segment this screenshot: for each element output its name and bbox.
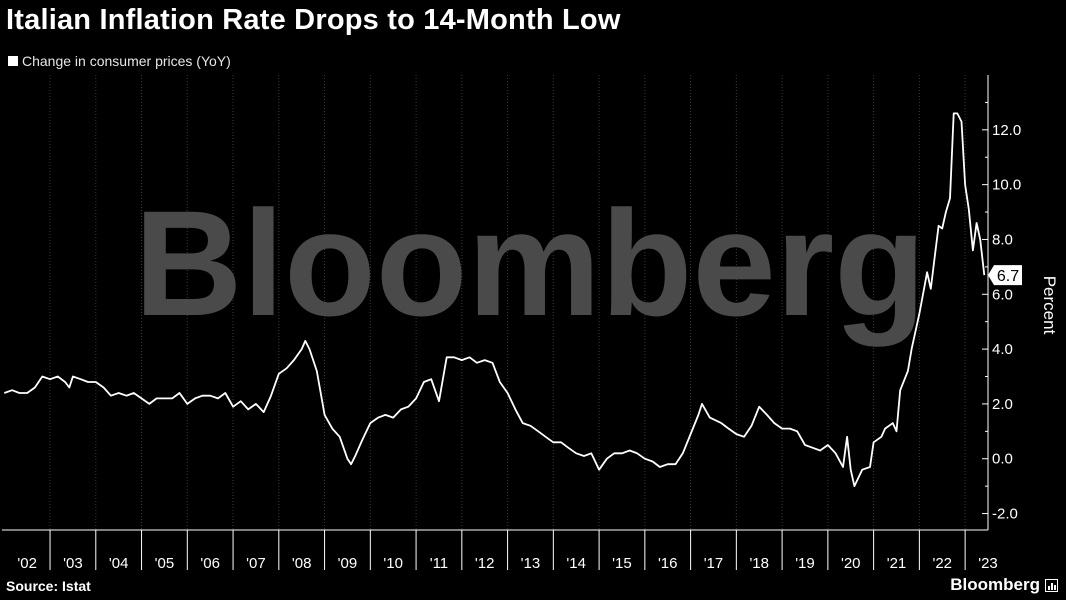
x-tick-label: '13 [521,555,541,572]
y-tick-label: 12.0 [992,122,1021,139]
y-tick-label: 0.0 [992,451,1013,468]
x-tick-label: '14 [566,555,586,572]
y-axis-title: Percent [1040,276,1059,335]
brand-name: Bloomberg [950,575,1040,594]
bloomberg-watermark: Bloomberg [134,179,926,347]
legend-swatch [8,56,18,66]
bloomberg-chart-icon [1045,578,1058,592]
chart-title: Italian Inflation Rate Drops to 14-Month… [6,4,621,36]
y-tick-label: 10.0 [992,177,1021,194]
x-tick-label: '16 [658,555,678,572]
legend-label: Change in consumer prices (YoY) [22,53,231,69]
x-tick-label: '08 [292,555,312,572]
x-tick-label: '11 [430,555,448,572]
last-value-box [988,265,1022,286]
x-tick-label: '02 [17,555,37,572]
last-value-text: 6.7 [997,268,1019,285]
y-tick-label: 6.0 [992,286,1013,303]
axes [2,75,989,570]
y-tick-label: -2.0 [992,506,1018,523]
x-tick-label: '17 [704,555,724,572]
source-note: Source: Istat [6,578,91,594]
x-tick-label: '05 [155,555,175,572]
y-tick-label: 2.0 [992,396,1013,413]
x-tick-label: '06 [200,555,220,572]
y-tick-label: 8.0 [992,231,1013,248]
legend: Change in consumer prices (YoY) [8,53,231,69]
x-tick-label: '22 [932,555,952,572]
x-tick-label: '18 [749,555,769,572]
brand-logo: Bloomberg [950,575,1058,595]
x-tick-label: '20 [841,555,861,572]
x-tick-label: '15 [612,555,632,572]
axis-labels: '02 '03 '04 '05 '06 '07 '08 '09 '10 '11 '12 '13 '14 '… [17,122,1059,572]
x-tick-label: '19 [795,555,815,572]
x-tick-label: '23 [978,555,998,572]
x-tick-label: '09 [338,555,358,572]
x-tick-label: '03 [63,555,83,572]
x-tick-label: '04 [109,555,129,572]
x-tick-label: '07 [246,555,266,572]
series [3,112,986,487]
gridlines [49,75,966,530]
last-value-label: 6.7 [988,265,1022,286]
x-tick-label: '21 [887,555,907,572]
x-tick-label: '12 [475,555,495,572]
series-line [3,112,986,487]
x-tick-label: '10 [383,555,403,572]
y-tick-label: 4.0 [992,341,1013,358]
